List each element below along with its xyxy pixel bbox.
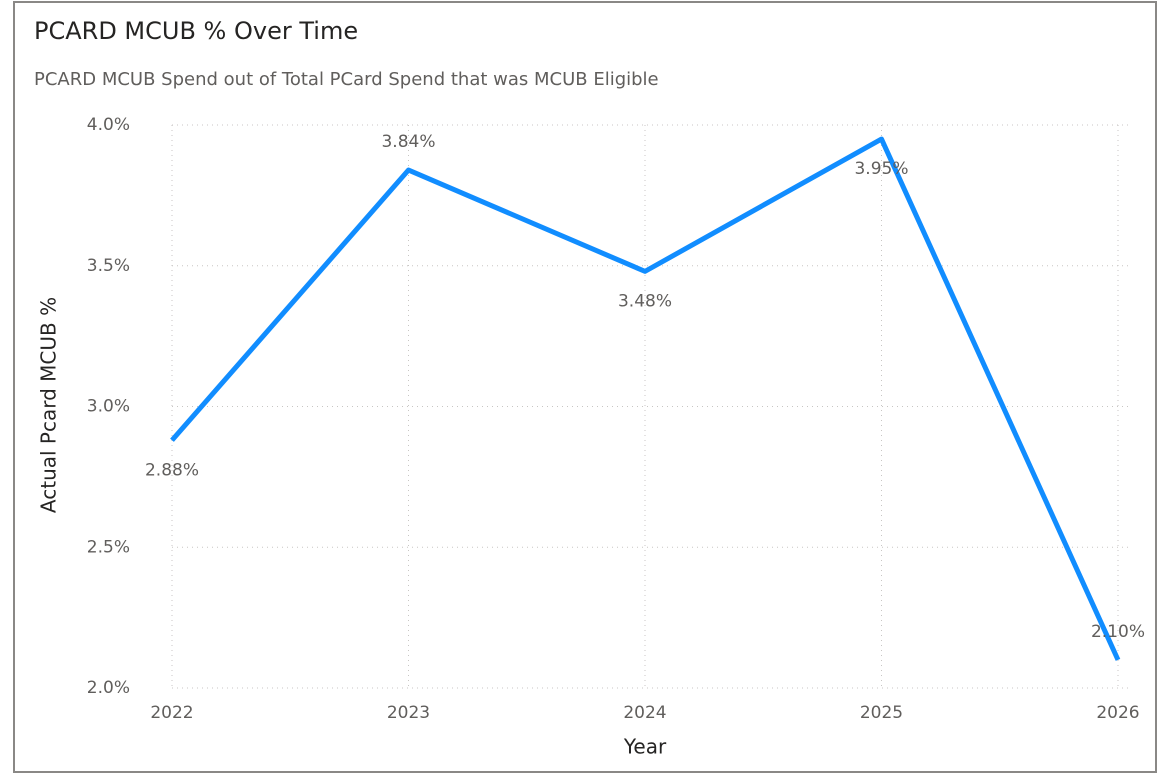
y-tick-label: 2.5%: [87, 537, 130, 557]
x-axis-label: Year: [623, 735, 667, 759]
x-tick-label: 2026: [1096, 703, 1139, 723]
data-label: 2.88%: [145, 460, 199, 480]
data-label: 2.10%: [1091, 622, 1145, 642]
y-axis-label: Actual Pcard MCUB %: [37, 297, 61, 513]
line: [170, 136, 1121, 661]
data-label: 3.95%: [854, 159, 908, 179]
chart-subtitle: PCARD MCUB Spend out of Total PCard Spen…: [34, 69, 659, 90]
data-label: 3.84%: [381, 132, 435, 152]
x-tick-label: 2024: [623, 703, 666, 723]
x-tick-label: 2023: [387, 703, 430, 723]
data-label: 3.48%: [618, 291, 672, 311]
y-tick-label: 3.0%: [87, 397, 130, 417]
x-tick-label: 2022: [150, 703, 193, 723]
x-tick-label: 2025: [860, 703, 903, 723]
y-tick-label: 4.0%: [87, 115, 130, 135]
frame: [13, 1, 1157, 773]
y-tick-label: 2.0%: [87, 678, 130, 698]
y-tick-label: 3.5%: [87, 256, 130, 276]
chart-title: PCARD MCUB % Over Time: [34, 17, 358, 45]
